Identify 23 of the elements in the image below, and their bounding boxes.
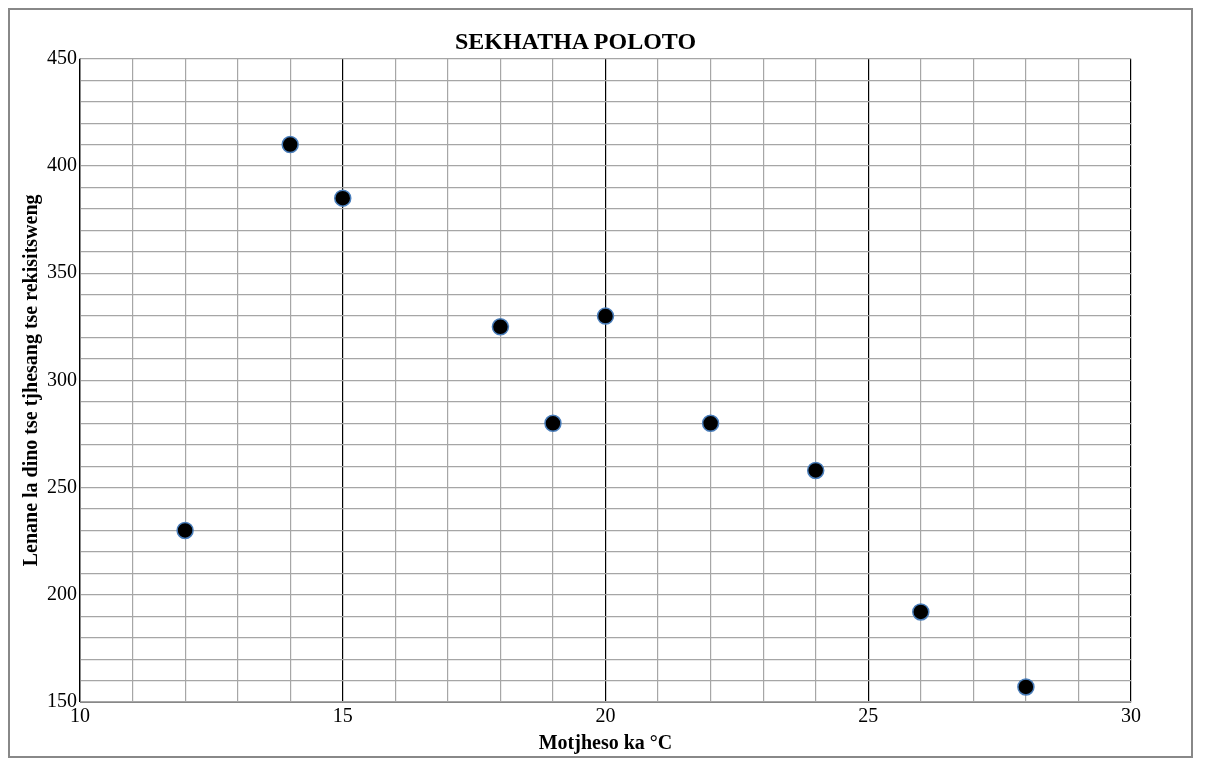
chart-title: SEKHATHA POLOTO bbox=[454, 27, 697, 54]
y-tick-label: 200 bbox=[47, 582, 77, 605]
y-tick-label: 400 bbox=[47, 153, 77, 176]
y-tick-label: 300 bbox=[47, 367, 77, 390]
point bbox=[491, 318, 510, 336]
x-tick-label: 30 bbox=[1121, 704, 1141, 727]
y-axis-title: Lenane la dino tse tjhesang tse rekisitsweng bbox=[19, 194, 43, 567]
x-tick-label: 25 bbox=[858, 704, 879, 727]
x-tick-label: 20 bbox=[595, 704, 616, 727]
y-tick-label: 250 bbox=[47, 474, 77, 497]
point bbox=[806, 461, 825, 480]
point bbox=[1017, 678, 1035, 696]
point bbox=[912, 603, 930, 621]
point bbox=[701, 414, 720, 433]
y-tick-label: 450 bbox=[47, 46, 77, 69]
y-tick-label: 350 bbox=[47, 260, 77, 283]
x-tick-label: 15 bbox=[332, 704, 353, 727]
point bbox=[596, 307, 615, 325]
x-axis-title: Motjheso ka °C bbox=[538, 731, 673, 755]
point bbox=[176, 521, 194, 540]
point bbox=[334, 189, 352, 207]
point bbox=[281, 135, 299, 154]
point bbox=[544, 414, 562, 433]
